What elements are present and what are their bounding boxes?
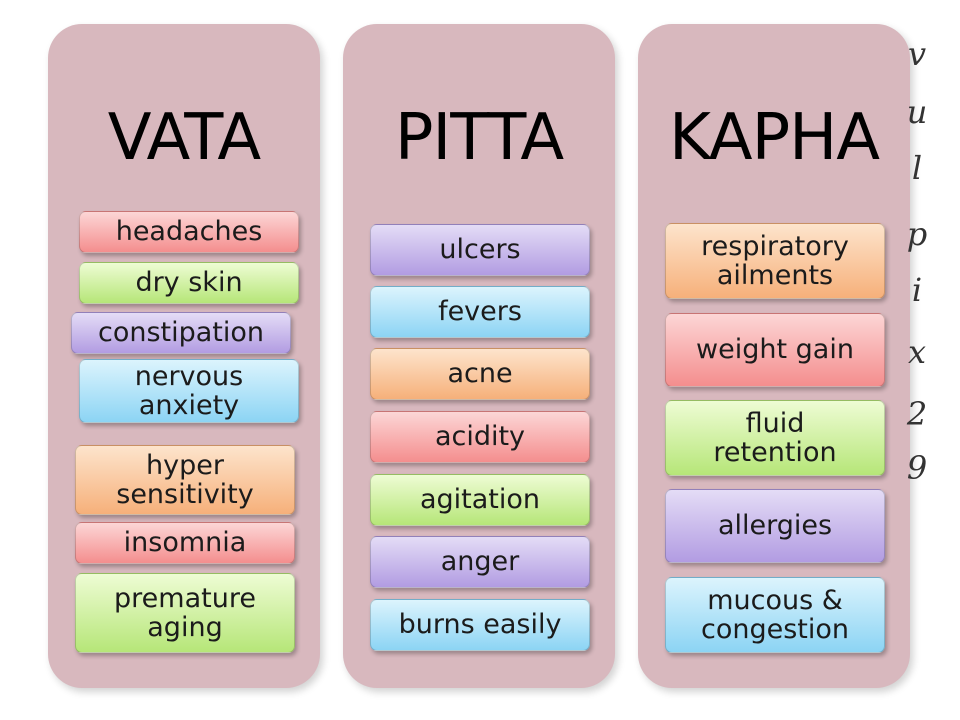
pitta-title: PITTA (394, 101, 564, 175)
kapha-title: KAPHA (668, 101, 880, 175)
pitta-item-acidity: acidity (370, 411, 590, 463)
kapha-item-allergies: allergies (665, 489, 885, 563)
side-letter-2: 2 (906, 395, 928, 433)
pitta-item-fevers: fevers (370, 286, 590, 338)
side-letter-9: 9 (906, 449, 928, 487)
side-letter-x: x (907, 333, 927, 371)
vata-item-hyper-sensitivity: hyper sensitivity (75, 445, 295, 515)
vata-item-insomnia: insomnia (75, 522, 295, 564)
vata-title: VATA (107, 101, 261, 175)
kapha-item-fluid-retention: fluid retention (665, 400, 885, 476)
side-letter-p: p (906, 215, 928, 253)
kapha-column: KAPHA respiratory ailments weight gain f… (638, 24, 910, 688)
pitta-column: PITTA ulcers fevers acne acidity agitati… (343, 24, 615, 688)
side-letter-v: v (907, 35, 927, 73)
pitta-item-anger: anger (370, 536, 590, 588)
kapha-item-mucous-congestion: mucous & congestion (665, 577, 885, 653)
kapha-item-respiratory-ailments: respiratory ailments (665, 223, 885, 299)
side-letter-l: l (911, 149, 923, 187)
pitta-item-ulcers: ulcers (370, 224, 590, 276)
kapha-item-weight-gain: weight gain (665, 313, 885, 387)
vata-column: VATA headaches dry skin constipation ner… (48, 24, 320, 688)
vata-item-premature-aging: premature aging (75, 573, 295, 653)
vata-item-nervous-anxiety: nervous anxiety (79, 359, 299, 423)
vata-item-constipation: constipation (71, 312, 291, 354)
pitta-item-agitation: agitation (370, 474, 590, 526)
side-letter-u: u (906, 93, 928, 131)
pitta-item-burns-easily: burns easily (370, 599, 590, 651)
vata-item-headaches: headaches (79, 211, 299, 253)
vata-item-dry-skin: dry skin (79, 262, 299, 304)
pitta-item-acne: acne (370, 348, 590, 400)
side-letter-i: i (911, 271, 923, 309)
